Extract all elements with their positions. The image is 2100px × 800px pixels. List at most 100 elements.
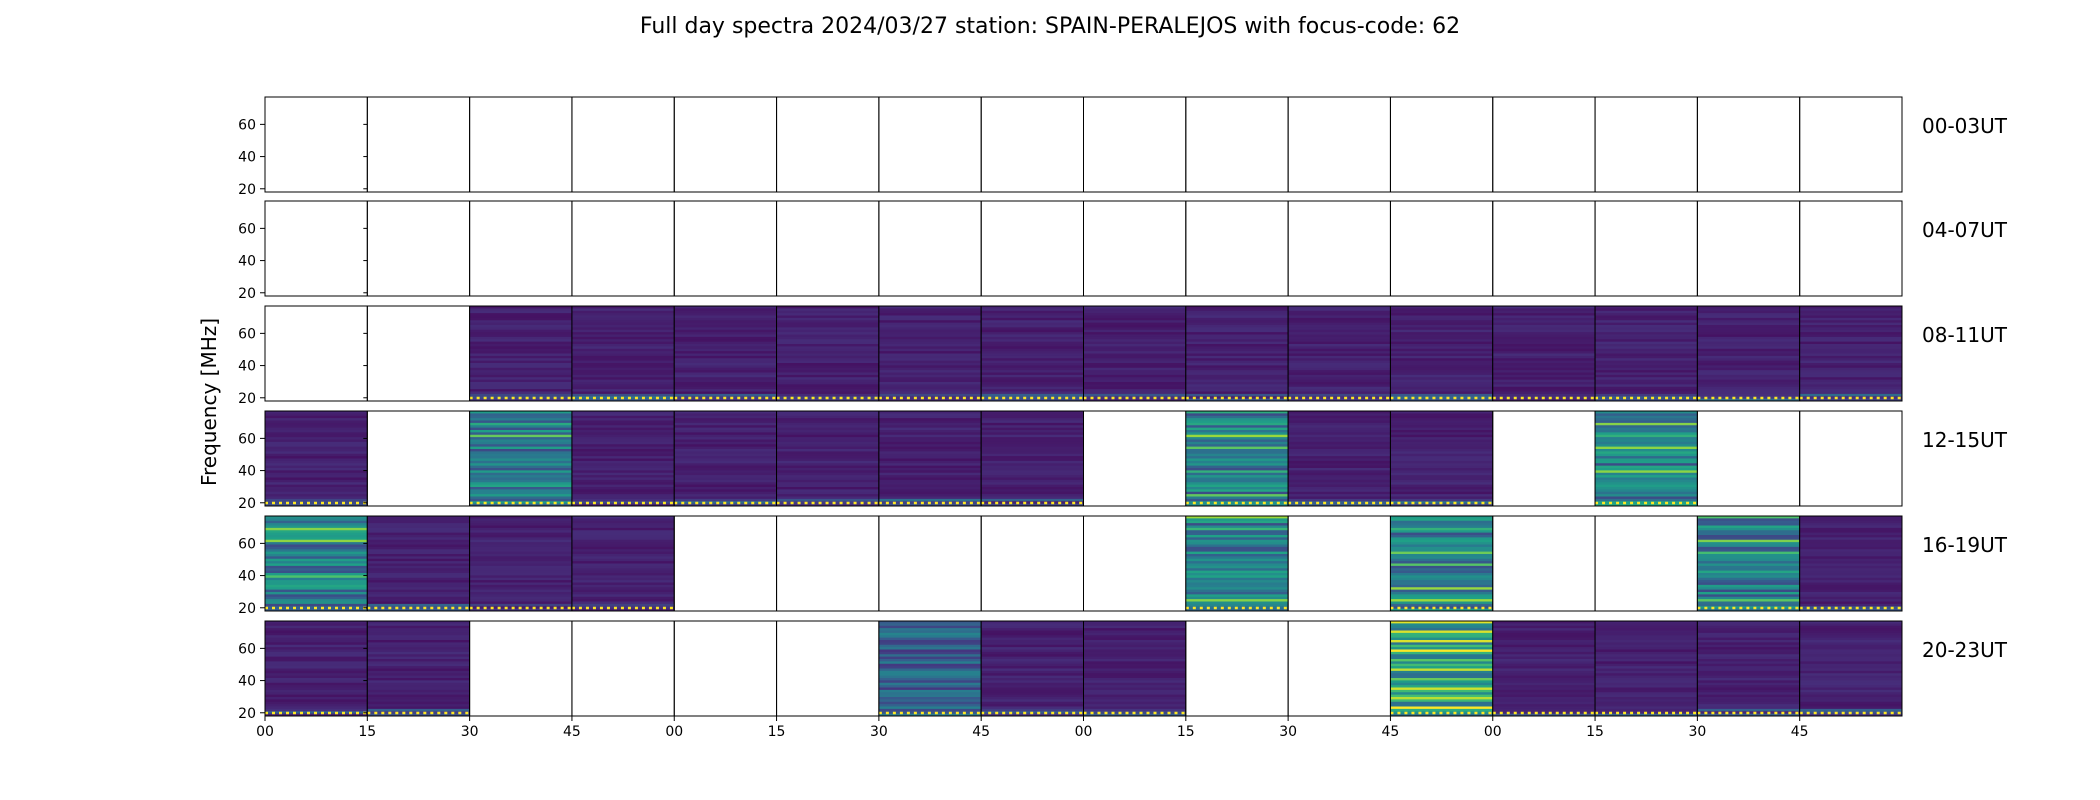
heatmap-band <box>571 382 675 385</box>
heatmap-band <box>367 530 470 534</box>
heatmap-band <box>1799 527 1902 531</box>
heatmap-band <box>776 308 879 312</box>
heatmap-band <box>367 544 470 548</box>
heatmap-band <box>674 496 777 500</box>
x-tick-label: 15 <box>768 724 786 740</box>
heatmap-band <box>571 575 675 579</box>
heatmap-band <box>878 386 982 390</box>
panel-frame <box>1083 515 1187 612</box>
heatmap-band <box>1390 525 1493 529</box>
heatmap-band <box>674 489 777 493</box>
heatmap-band <box>1185 306 1289 309</box>
heatmap-band <box>1185 353 1289 357</box>
spectrum-panel <box>878 620 982 717</box>
heatmap-band <box>1492 654 1596 658</box>
heatmap-band <box>878 487 982 490</box>
heatmap-band <box>1390 561 1493 565</box>
heatmap-band <box>1697 532 1800 536</box>
spectrum-heatmap <box>1288 306 1391 401</box>
heatmap-band <box>1697 351 1800 355</box>
heatmap-band <box>367 661 470 665</box>
heatmap-band <box>1697 565 1800 569</box>
chart-title: Full day spectra 2024/03/27 station: SPA… <box>640 14 1460 39</box>
heatmap-band <box>1185 580 1289 584</box>
heatmap-band <box>878 649 982 653</box>
heatmap-band <box>1390 451 1493 455</box>
heatmap-band <box>571 532 675 536</box>
heatmap-band <box>469 584 572 588</box>
spectrum-panel <box>1287 515 1391 612</box>
heatmap-band <box>367 523 470 527</box>
heatmap-band <box>1595 439 1698 443</box>
heatmap-band <box>1185 603 1289 607</box>
heatmap-band <box>571 451 675 455</box>
heatmap-band <box>1492 668 1596 672</box>
heatmap-band <box>1390 701 1493 705</box>
heatmap-band <box>1185 367 1289 371</box>
heatmap-band <box>1083 365 1186 369</box>
heatmap-band <box>1799 649 1902 653</box>
heatmap-band <box>1185 577 1289 581</box>
heatmap-band <box>674 432 777 436</box>
heatmap-band <box>265 527 368 531</box>
heatmap-band <box>1390 425 1493 429</box>
heatmap-band <box>1390 596 1493 600</box>
heatmap-band <box>1288 418 1391 422</box>
heatmap-band <box>878 379 982 383</box>
spectrum-panel <box>571 620 675 717</box>
heatmap-band <box>1697 592 1800 595</box>
spectrum-panel <box>1083 96 1187 193</box>
heatmap-band <box>878 706 982 710</box>
heatmap-band <box>1083 348 1186 352</box>
spectrum-panel <box>980 620 1084 717</box>
heatmap-band <box>981 313 1084 317</box>
heatmap-band <box>878 678 982 681</box>
heatmap-band <box>1492 346 1596 350</box>
heatmap-band <box>571 523 675 527</box>
heatmap-band <box>1697 554 1800 557</box>
heatmap-band <box>1390 670 1493 674</box>
heatmap-band <box>1185 539 1289 543</box>
heatmap-band <box>674 384 777 388</box>
heatmap-band <box>878 411 982 414</box>
spectrum-heatmap <box>1390 411 1493 506</box>
heatmap-band <box>469 544 572 548</box>
heatmap-band <box>1492 694 1596 698</box>
heatmap-band <box>1288 308 1391 312</box>
spectrum-heatmap <box>1799 621 1902 716</box>
heatmap-band <box>265 494 368 498</box>
heatmap-band <box>1697 647 1800 651</box>
heatmap-band <box>1083 632 1186 636</box>
heatmap-band <box>1595 630 1698 634</box>
heatmap-band <box>1697 582 1800 586</box>
heatmap-band <box>1492 393 1596 397</box>
heatmap-band <box>1799 570 1902 574</box>
heatmap-band <box>1492 379 1596 383</box>
heatmap-band <box>1697 651 1800 655</box>
heatmap-band <box>674 360 777 364</box>
heatmap-band <box>1390 386 1493 390</box>
heatmap-band <box>265 558 368 562</box>
heatmap-band <box>1185 484 1289 488</box>
heatmap-band <box>1595 367 1698 371</box>
heatmap-band <box>776 398 879 401</box>
heatmap-band <box>981 415 1084 419</box>
spectrum-panel <box>366 305 471 402</box>
heatmap-band <box>1697 603 1800 607</box>
heatmap-band <box>265 656 368 660</box>
heatmap-band <box>1390 441 1493 445</box>
heatmap-band <box>469 379 572 383</box>
spectrum-heatmap <box>1697 516 1800 611</box>
heatmap-band <box>1390 475 1493 479</box>
heatmap-band <box>981 437 1084 441</box>
heatmap-band <box>367 678 470 681</box>
heatmap-band <box>1390 699 1493 703</box>
spectrum-panel <box>1696 305 1801 402</box>
heatmap-band <box>469 535 572 538</box>
spectrum-panel <box>1492 200 1596 297</box>
heatmap-band <box>776 351 879 355</box>
heatmap-band <box>776 451 879 455</box>
heatmap-band <box>1083 363 1186 366</box>
heatmap-band <box>1083 635 1186 639</box>
heatmap-band <box>1595 701 1698 705</box>
